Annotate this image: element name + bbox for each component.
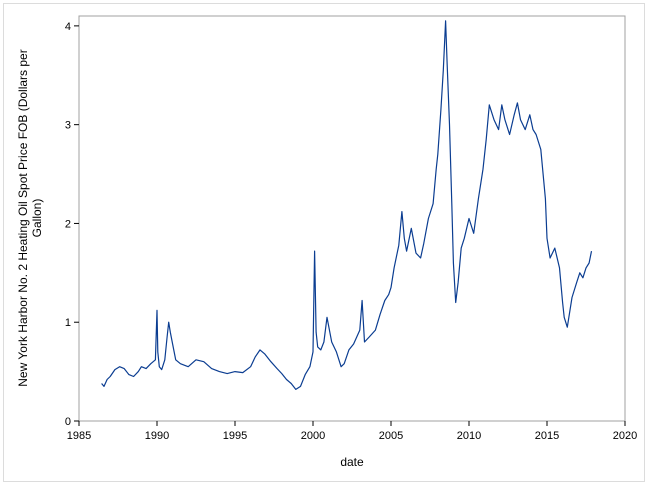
x-tick-label: 1990 [145, 430, 169, 442]
series-line-heating-oil-price [101, 20, 593, 390]
x-tick-label: 2020 [613, 430, 637, 442]
y-tick-label: 4 [65, 21, 71, 33]
x-tick-label: 2015 [535, 430, 559, 442]
x-tick-label: 2000 [301, 430, 325, 442]
y-axis-title-line-1: New York Harbor No. 2 Heating Oil Spot P… [16, 49, 30, 386]
plot-area [78, 15, 626, 422]
y-axis-title-line-2: Gallon) [30, 199, 44, 238]
y-tick-label: 2 [65, 218, 71, 230]
x-tick-label: 2010 [457, 430, 481, 442]
y-tick-label: 3 [65, 120, 71, 132]
line-chart: 1985 1990 1995 2000 2005 2010 2015 2020 0 1 2 3 4 d… [16, 15, 637, 469]
y-tick-label: 1 [65, 317, 71, 329]
x-tick-label: 1995 [223, 430, 247, 442]
y-tick-label: 0 [65, 416, 71, 428]
x-tick-label: 1985 [67, 430, 91, 442]
x-tick-label: 2005 [379, 430, 403, 442]
y-axis: 0 1 2 3 4 [65, 21, 79, 428]
chart-frame: 1985 1990 1995 2000 2005 2010 2015 2020 0 1 2 3 4 d… [3, 3, 645, 482]
x-axis: 1985 1990 1995 2000 2005 2010 2015 2020 [67, 421, 637, 442]
x-axis-title: date [340, 455, 364, 469]
